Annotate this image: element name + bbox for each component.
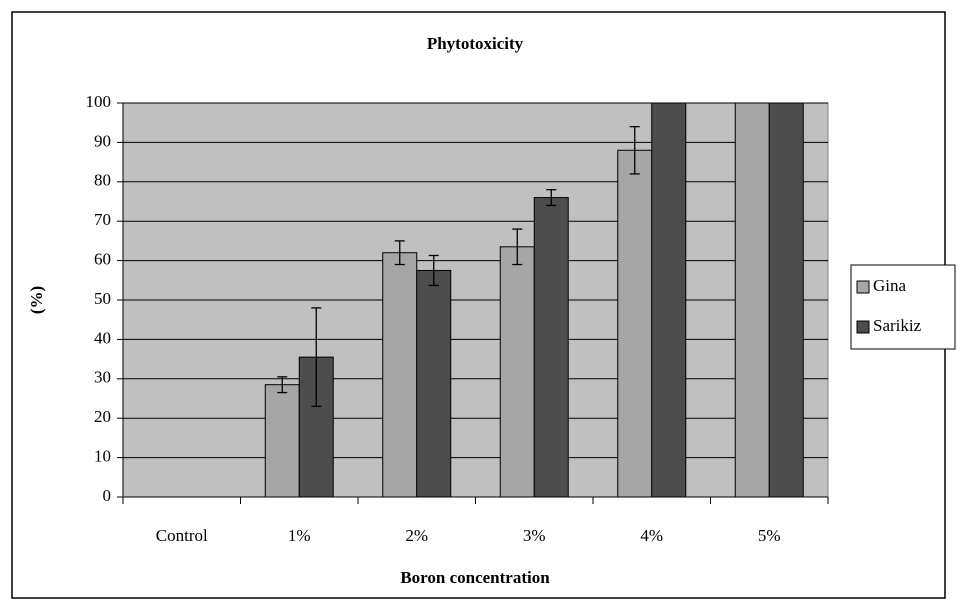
chart-title: Phytotoxicity bbox=[427, 34, 524, 53]
bar bbox=[768, 102, 804, 498]
x-tick-label: 2% bbox=[405, 526, 428, 545]
error-bar bbox=[277, 376, 288, 394]
x-tick-label: Control bbox=[156, 526, 208, 545]
x-tick-label: 4% bbox=[640, 526, 663, 545]
x-tick-label: 1% bbox=[288, 526, 311, 545]
legend-label: Gina bbox=[873, 276, 907, 295]
y-tick-label: 50 bbox=[94, 289, 111, 308]
y-tick-label: 100 bbox=[86, 92, 112, 111]
y-axis-label: (%) bbox=[27, 286, 46, 314]
error-bar bbox=[512, 228, 523, 266]
y-tick-label: 60 bbox=[94, 250, 111, 269]
bar bbox=[734, 102, 770, 498]
bar bbox=[617, 149, 653, 498]
y-tick-label: 70 bbox=[94, 210, 111, 229]
y-tick-label: 90 bbox=[94, 131, 111, 150]
error-bar bbox=[546, 189, 557, 207]
bar bbox=[533, 197, 569, 498]
error-bar bbox=[394, 240, 405, 266]
bar bbox=[264, 384, 300, 498]
y-tick-label: 0 bbox=[103, 486, 112, 505]
error-bar bbox=[428, 254, 439, 287]
x-axis-label: Boron concentration bbox=[400, 568, 550, 587]
bar bbox=[416, 269, 452, 498]
bar bbox=[499, 246, 535, 498]
x-tick-label: 5% bbox=[758, 526, 781, 545]
bar bbox=[382, 252, 418, 498]
y-tick-label: 10 bbox=[94, 447, 111, 466]
error-bar bbox=[311, 307, 322, 408]
y-tick-label: 40 bbox=[94, 328, 111, 347]
x-tick-label: 3% bbox=[523, 526, 546, 545]
y-tick-label: 80 bbox=[94, 171, 111, 190]
legend-swatch bbox=[856, 280, 870, 294]
legend-swatch bbox=[856, 320, 870, 334]
legend-label: Sarikiz bbox=[873, 316, 922, 335]
y-tick-label: 20 bbox=[94, 407, 111, 426]
error-bar bbox=[629, 125, 640, 175]
y-tick-label: 30 bbox=[94, 368, 111, 387]
legend bbox=[850, 264, 956, 350]
bar bbox=[651, 102, 687, 498]
